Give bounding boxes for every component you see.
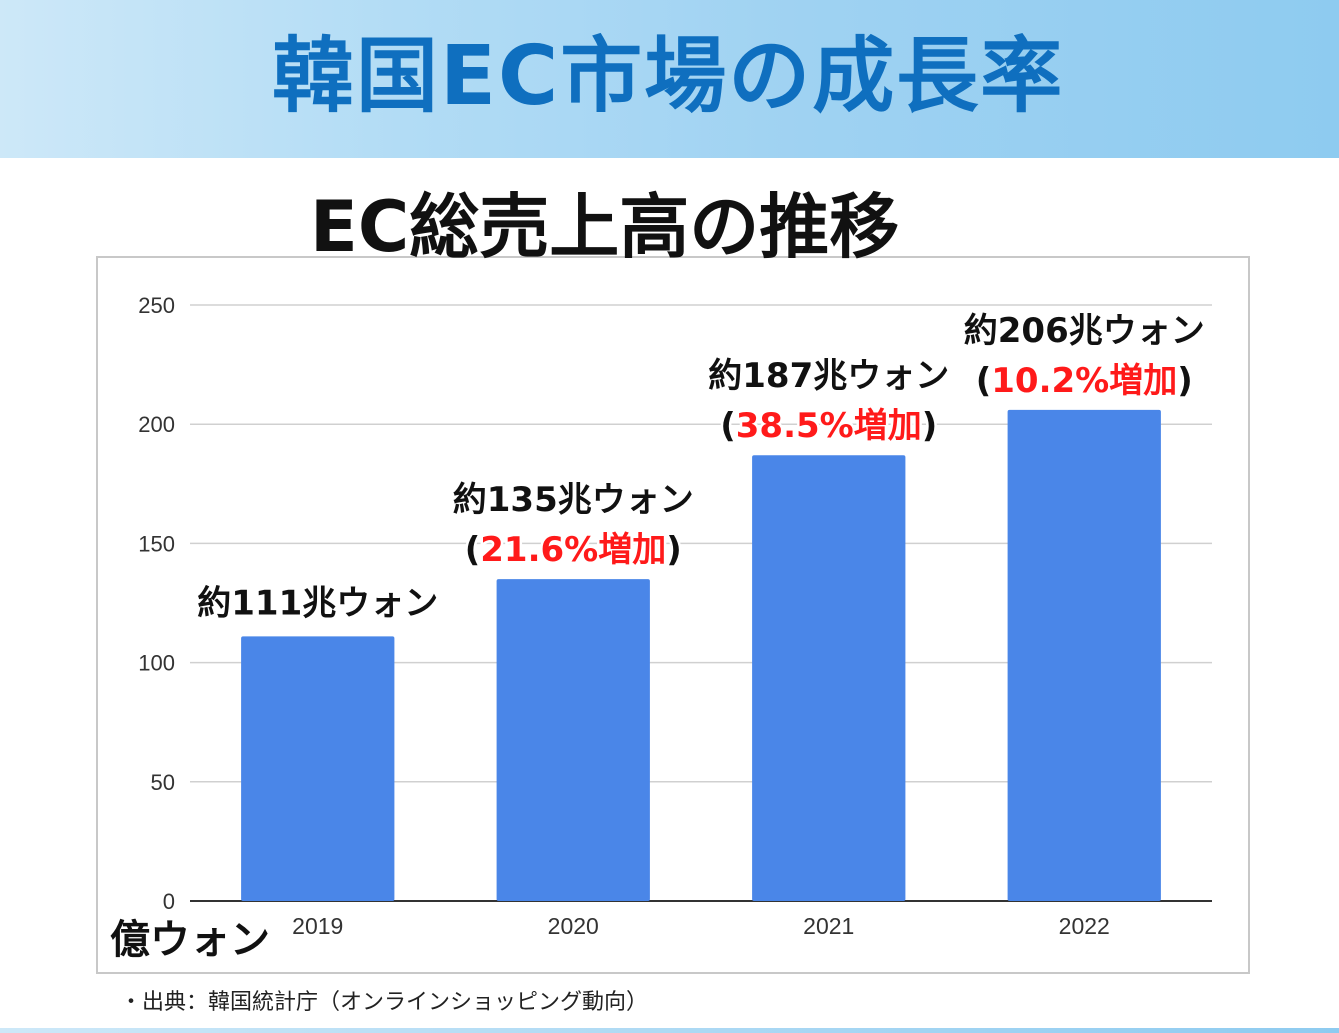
chart-frame: [96, 256, 1250, 974]
bar-annotations: 約111兆ウォン 約135兆ウォン (21.6%増加) 約187兆ウォン (38.5%増…: [195, 308, 1207, 625]
x-tick-label: 2019: [292, 913, 343, 939]
y-tick-label: 250: [138, 293, 175, 318]
header-banner: 韓国EC市場の成長率: [0, 0, 1339, 158]
x-tick-label: 2021: [803, 913, 854, 939]
bar: [496, 579, 650, 901]
y-tick-labels: 0 50 100 150 200 250: [138, 293, 175, 914]
chart-title: EC総売上高の推移: [310, 186, 900, 268]
y-axis-unit-label: 億ウォン: [110, 917, 270, 963]
x-tick-label: 2022: [1059, 913, 1110, 939]
annotation-amount: 約187兆ウォン: [708, 356, 949, 396]
page-title: 韓国EC市場の成長率: [272, 29, 1065, 124]
bar: [241, 636, 395, 901]
annotation-growth: (10.2%増加): [976, 361, 1193, 401]
x-tick-label: 2020: [548, 913, 599, 939]
annotation-amount: 約111兆ウォン: [197, 583, 438, 623]
source-note: ・出典：韓国統計庁（オンラインショッピング動向）: [120, 990, 649, 1015]
bar: [1007, 409, 1161, 901]
annotation-amount: 約206兆ウォン: [964, 311, 1205, 351]
bar: [752, 455, 906, 901]
annotation-amount: 約135兆ウォン: [453, 480, 694, 520]
y-tick-label: 0: [163, 889, 175, 914]
y-tick-label: 150: [138, 531, 175, 556]
y-tick-label: 50: [151, 770, 175, 795]
annotation-growth: (38.5%増加): [720, 406, 937, 446]
y-tick-label: 100: [138, 651, 175, 676]
bars: [241, 409, 1161, 901]
y-tick-label: 200: [138, 412, 175, 437]
footer-bar: [0, 1028, 1339, 1033]
annotation-growth: (21.6%増加): [465, 530, 682, 570]
x-tick-labels: 2019 2020 2021 2022: [292, 913, 1110, 939]
